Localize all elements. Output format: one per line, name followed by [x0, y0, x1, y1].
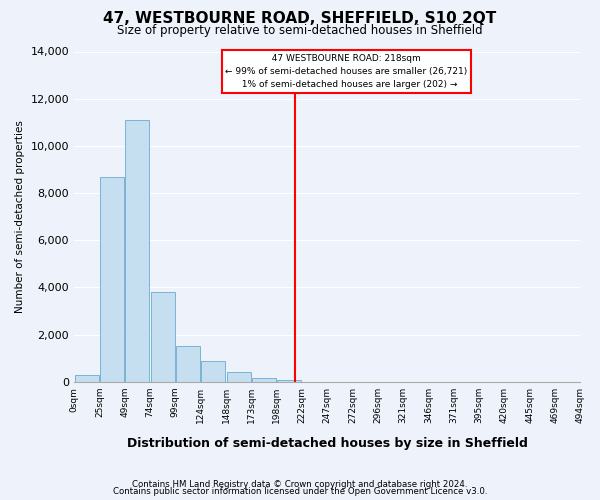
Bar	[277, 380, 301, 382]
Text: Size of property relative to semi-detached houses in Sheffield: Size of property relative to semi-detach…	[117, 24, 483, 37]
Text: Contains public sector information licensed under the Open Government Licence v3: Contains public sector information licen…	[113, 488, 487, 496]
Bar	[125, 120, 149, 382]
Bar	[176, 346, 200, 382]
Text: 47 WESTBOURNE ROAD: 218sqm  
← 99% of semi-detached houses are smaller (26,721)
: 47 WESTBOURNE ROAD: 218sqm ← 99% of semi…	[225, 54, 467, 90]
Bar	[100, 176, 124, 382]
X-axis label: Distribution of semi-detached houses by size in Sheffield: Distribution of semi-detached houses by …	[127, 437, 528, 450]
Bar	[74, 375, 99, 382]
Y-axis label: Number of semi-detached properties: Number of semi-detached properties	[15, 120, 25, 313]
Text: 47, WESTBOURNE ROAD, SHEFFIELD, S10 2QT: 47, WESTBOURNE ROAD, SHEFFIELD, S10 2QT	[103, 11, 497, 26]
Bar	[227, 372, 251, 382]
Text: Contains HM Land Registry data © Crown copyright and database right 2024.: Contains HM Land Registry data © Crown c…	[132, 480, 468, 489]
Bar	[151, 292, 175, 382]
Bar	[252, 378, 276, 382]
Bar	[201, 360, 226, 382]
